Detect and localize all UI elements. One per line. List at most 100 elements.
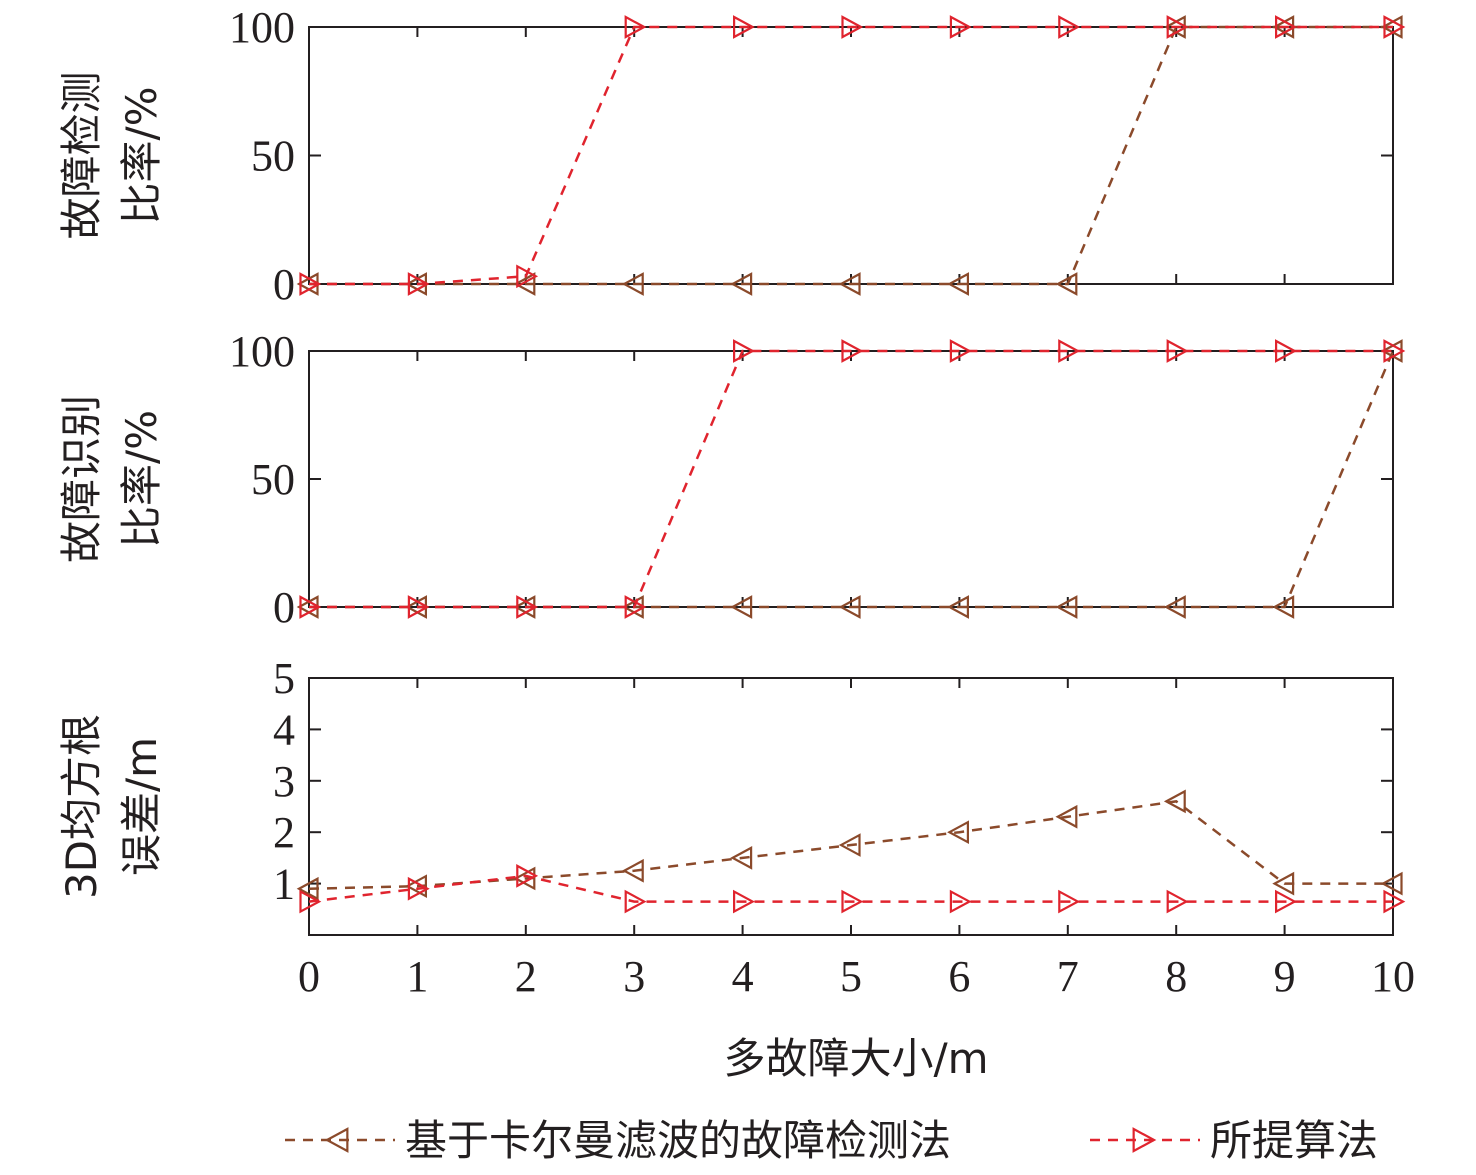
y-tick-label: 50 — [251, 455, 295, 504]
chart-panel-1: 0 50 100 故障检测 比率/% — [57, 3, 1406, 309]
data-point — [1272, 871, 1295, 896]
y-axis-title-line: 3D均方根 — [57, 714, 106, 899]
data-point — [513, 272, 536, 296]
x-tick-label: 8 — [1165, 952, 1187, 1001]
data-point — [1058, 15, 1081, 39]
series-line — [309, 349, 1393, 609]
x-tick-label: 10 — [1371, 952, 1415, 1001]
data-point — [621, 858, 644, 883]
plot-frame — [308, 350, 1394, 608]
data-point — [1380, 871, 1403, 896]
legend-marker — [324, 1127, 349, 1153]
y-axis-title-line: 比率/% — [117, 410, 166, 548]
data-point — [947, 272, 969, 296]
data-point — [621, 272, 644, 296]
data-point — [841, 889, 864, 914]
legend-item: 基于卡尔曼滤波的故障检测法 — [285, 1116, 951, 1165]
data-point — [1383, 889, 1406, 914]
data-point — [730, 846, 753, 870]
y-axis-title-line: 误差/m — [117, 737, 166, 876]
y-tick-label: 100 — [229, 3, 295, 52]
y-tick-label: 4 — [273, 705, 295, 754]
x-tick-label: 4 — [732, 952, 754, 1001]
y-axis-title-line: 比率/% — [117, 86, 166, 224]
data-point — [516, 595, 539, 619]
series-line — [309, 25, 1393, 286]
data-point — [949, 339, 972, 363]
data-point — [1275, 889, 1297, 914]
data-point — [407, 272, 430, 296]
data-point — [1275, 15, 1297, 39]
data-point — [838, 833, 861, 857]
y-tick-label: 1 — [273, 860, 295, 909]
data-point — [1166, 889, 1189, 914]
x-tick-label: 0 — [298, 952, 320, 1001]
series-line — [308, 874, 1393, 903]
data-point — [1272, 595, 1295, 619]
data-point — [1166, 339, 1189, 363]
y-tick-label: 5 — [273, 654, 295, 703]
y-axis-title-line: 故障识别 — [57, 395, 106, 563]
data-point — [407, 595, 430, 619]
y-tick-label: 100 — [229, 327, 295, 376]
data-point — [1058, 339, 1081, 363]
y-tick-label: 0 — [273, 260, 295, 309]
data-point — [733, 339, 755, 363]
y-tick-label: 0 — [273, 583, 295, 632]
data-point — [947, 595, 969, 619]
data-point — [1058, 889, 1081, 914]
data-point — [407, 876, 430, 901]
x-axis-title: 多故障大小/m — [723, 1034, 988, 1083]
data-point — [516, 864, 539, 888]
data-point — [516, 264, 539, 289]
x-tick-label: 7 — [1057, 952, 1079, 1001]
data-point — [733, 15, 755, 39]
data-point — [1166, 15, 1189, 39]
x-tick-label: 6 — [948, 952, 970, 1001]
data-point — [838, 272, 861, 296]
data-point — [624, 595, 647, 619]
y-tick-label: 2 — [273, 808, 295, 857]
data-point — [624, 15, 647, 39]
data-point — [1055, 272, 1078, 296]
series-line — [309, 350, 1395, 609]
data-point — [405, 874, 427, 899]
x-tick-label: 9 — [1274, 952, 1296, 1001]
x-tick-label: 1 — [406, 952, 428, 1001]
data-point — [299, 595, 322, 619]
data-point — [1163, 595, 1186, 619]
legend-label: 基于卡尔曼滤波的故障检测法 — [405, 1116, 951, 1165]
y-tick-label: 50 — [251, 132, 295, 181]
data-point — [296, 876, 319, 901]
data-point — [1163, 789, 1186, 814]
y-axis-title-line: 故障检测 — [57, 71, 106, 239]
data-point — [949, 889, 972, 914]
data-point — [730, 595, 753, 619]
data-point — [1275, 339, 1297, 363]
data-point — [730, 272, 753, 296]
series-line — [308, 800, 1393, 890]
data-point — [1055, 595, 1078, 619]
data-point — [841, 15, 864, 39]
data-point — [949, 15, 972, 39]
data-point — [838, 595, 861, 619]
y-tick-label: 3 — [273, 757, 295, 806]
data-point — [624, 889, 647, 914]
legend: 基于卡尔曼滤波的故障检测法 所提算法 — [285, 1116, 1378, 1165]
data-point — [1383, 15, 1406, 39]
series-line — [309, 25, 1393, 286]
data-point — [1055, 804, 1078, 829]
data-point — [841, 339, 864, 363]
x-tick-label: 3 — [623, 952, 645, 1001]
data-point — [513, 866, 536, 891]
x-tick-label: 5 — [840, 952, 862, 1001]
data-point — [299, 272, 322, 296]
legend-item: 所提算法 — [1090, 1116, 1378, 1165]
plot-frame — [308, 26, 1394, 285]
x-tick-label: 2 — [515, 952, 537, 1001]
data-point — [1383, 339, 1406, 363]
data-point — [299, 889, 322, 914]
legend-label: 所提算法 — [1210, 1116, 1378, 1165]
